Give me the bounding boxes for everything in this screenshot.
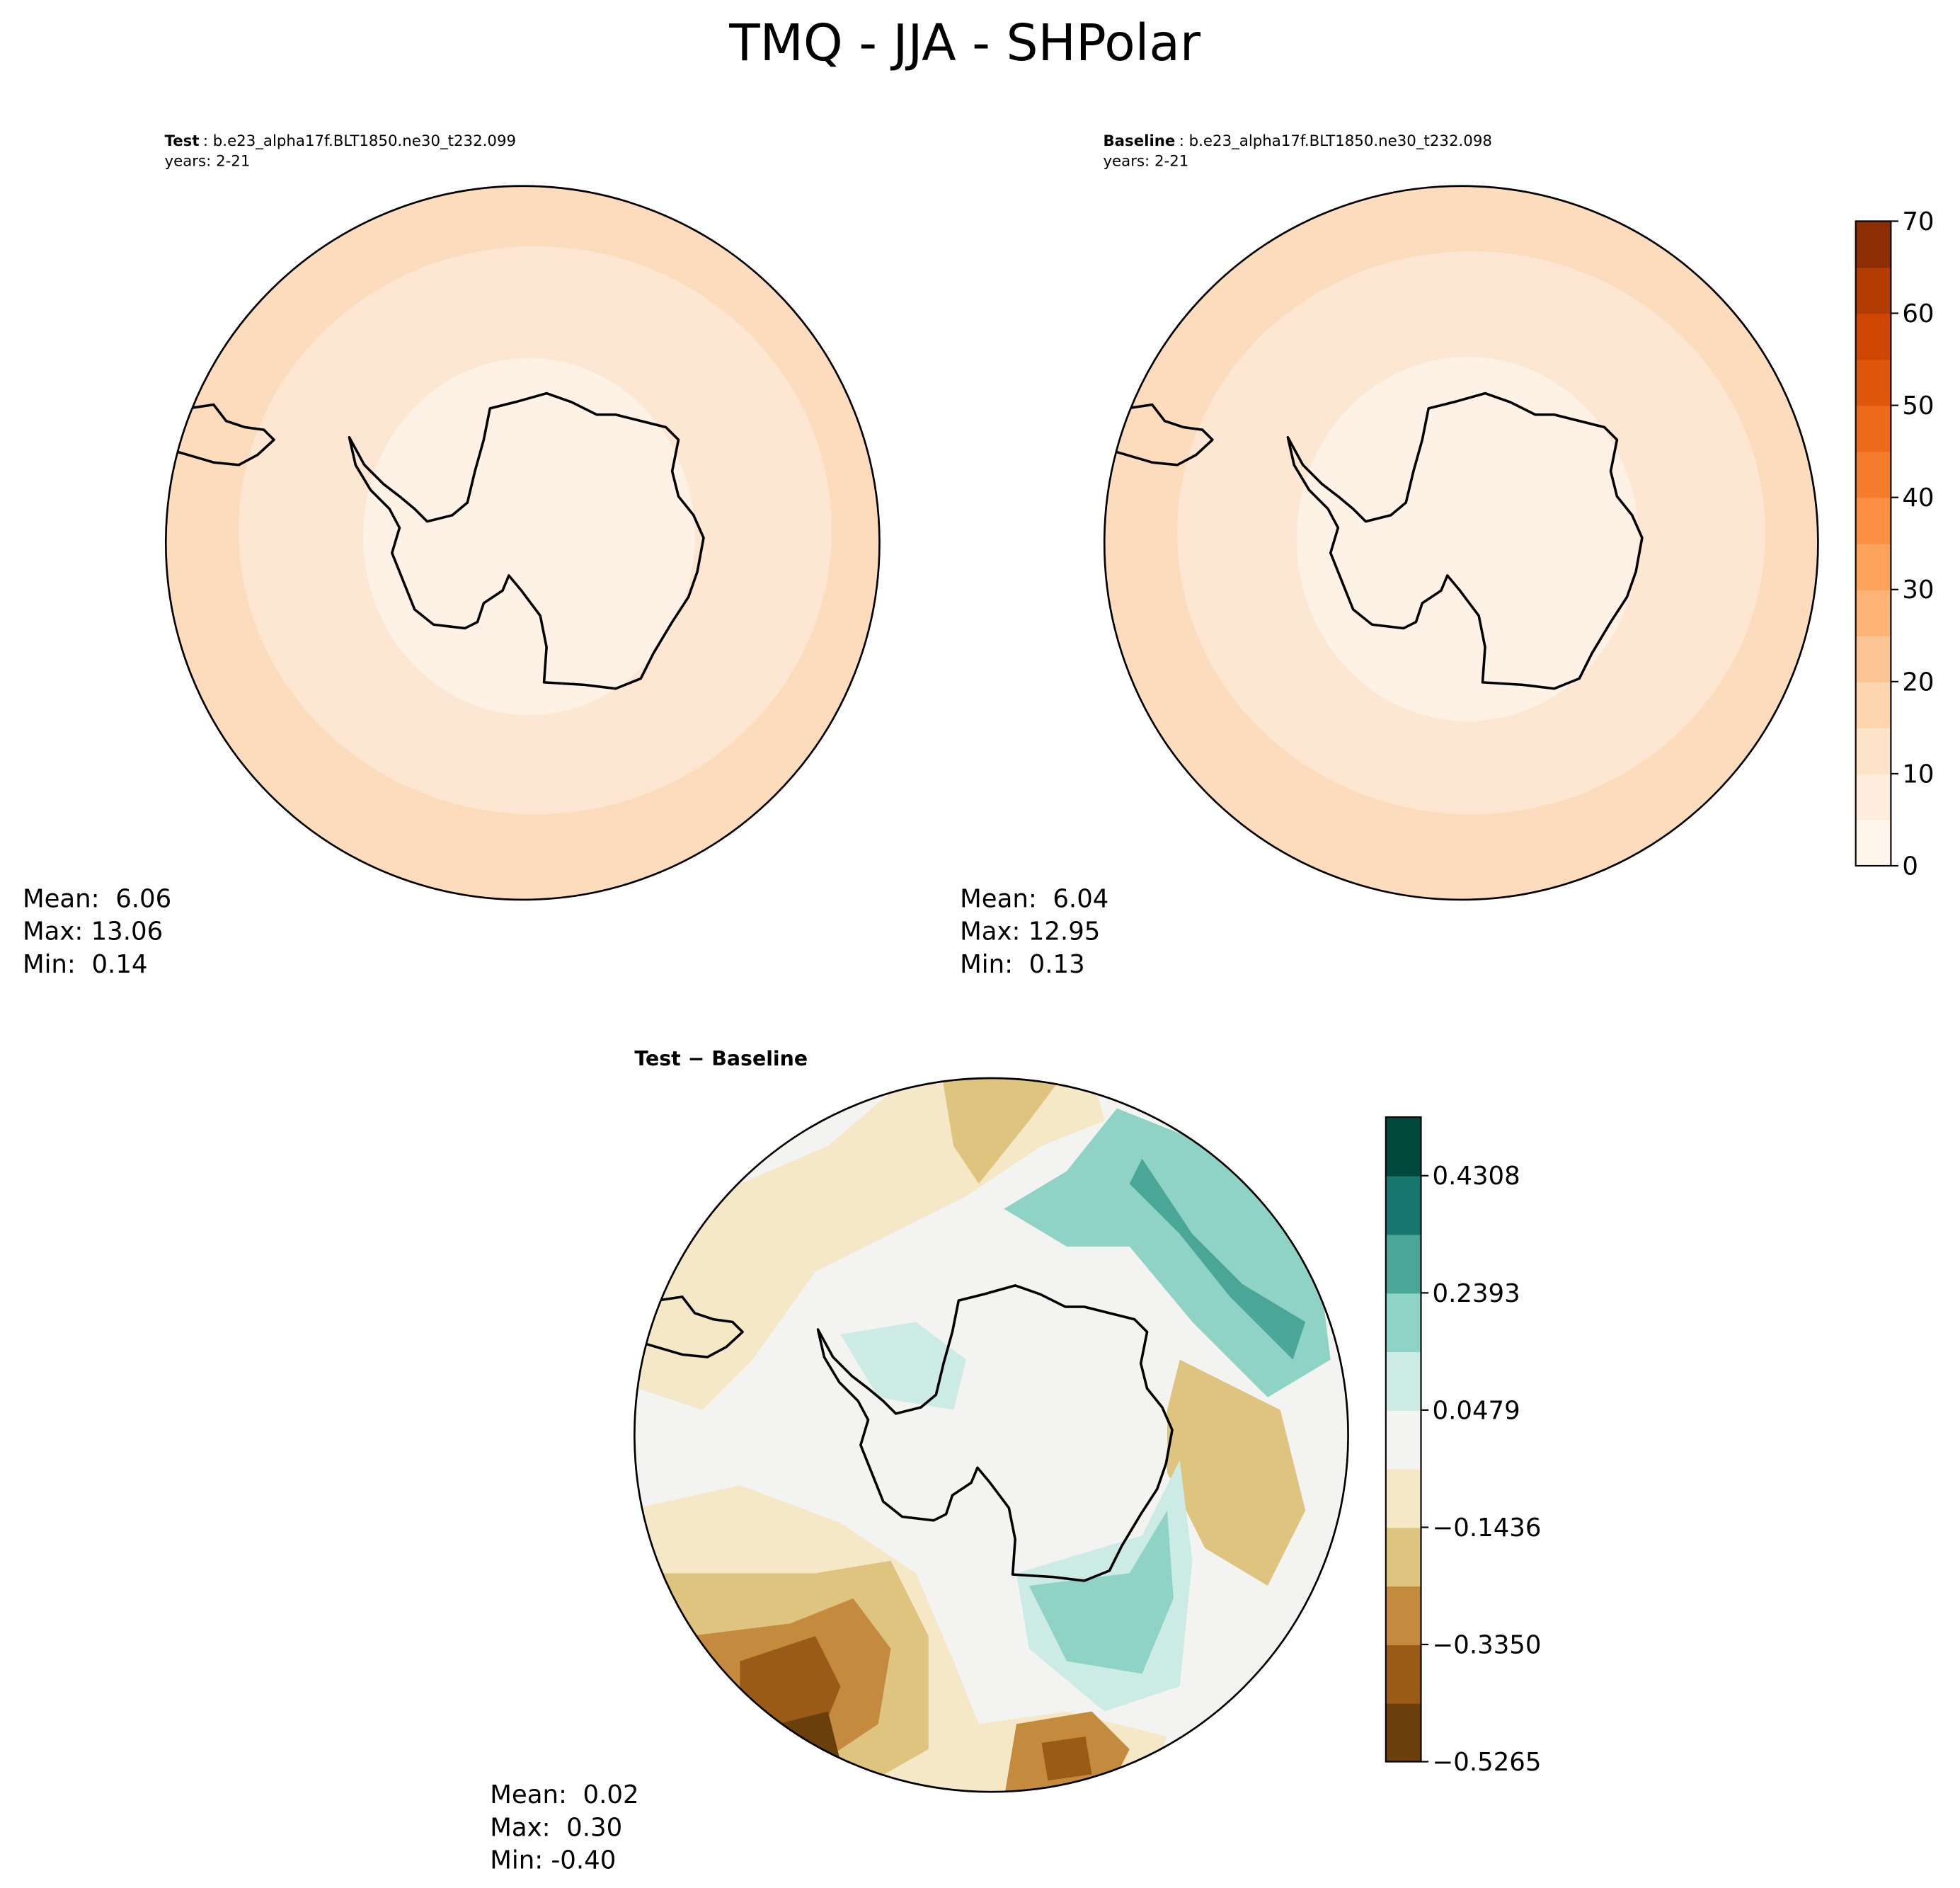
colorbar-tick-label: 60 <box>1902 299 1934 328</box>
colorbar-band <box>1385 1234 1421 1294</box>
contour-fill <box>1028 1510 1174 1674</box>
colorbar-band <box>1385 1175 1421 1235</box>
colorbar-band <box>1855 221 1891 268</box>
map-boundary <box>1103 185 1819 901</box>
colorbar-tick-label: 20 <box>1902 668 1934 697</box>
colorbar-band <box>1855 727 1891 774</box>
colorbar-band <box>1855 543 1891 590</box>
colorbar-band <box>1855 773 1891 820</box>
panel-title: Test: b.e23_alpha17f.BLT1850.ne30_t232.0… <box>165 132 517 150</box>
colorbar-tick-label: 0.0479 <box>1433 1396 1520 1425</box>
map-panel <box>164 185 881 901</box>
contour-fill <box>1041 1737 1092 1781</box>
colorbar-tick-label: 10 <box>1902 760 1934 789</box>
stat: Max: 0.30 <box>490 1813 622 1842</box>
case-name: : b.e23_alpha17f.BLT1850.ne30_t232.099 <box>203 132 516 150</box>
colorbar-band <box>1855 267 1891 314</box>
contour-fill <box>362 357 695 716</box>
case-label: Test <box>165 132 200 150</box>
colorbar-band <box>1385 1527 1421 1587</box>
colorbar-band <box>1385 1117 1421 1177</box>
colorbar-tick-label: 70 <box>1902 207 1934 236</box>
stat: Mean: 6.04 <box>960 885 1108 914</box>
stat: Min: 0.14 <box>23 950 148 979</box>
colorbar-band <box>1855 589 1891 636</box>
panel-subtitle: years: 2-21 <box>1103 152 1188 170</box>
colorbar-band <box>1855 681 1891 728</box>
map-panel <box>634 1077 1349 1793</box>
colorbar-band <box>1385 1293 1421 1353</box>
contour-fill <box>1129 1158 1306 1360</box>
case-name: : b.e23_alpha17f.BLT1850.ne30_t232.098 <box>1179 132 1492 150</box>
colorbar-band <box>1385 1351 1421 1411</box>
colorbar-frame <box>1385 1116 1422 1763</box>
map-panel <box>1103 185 1819 901</box>
colorbar-band <box>1855 405 1891 452</box>
colorbar-band <box>1855 497 1891 544</box>
colorbar-tick-label: −0.5265 <box>1433 1748 1542 1777</box>
colorbar-frame <box>1855 220 1892 867</box>
colorbar-tick-label: 0.2393 <box>1433 1279 1520 1308</box>
colorbar-band <box>1855 313 1891 360</box>
map-boundary <box>634 1077 1349 1793</box>
colorbar-band <box>1385 1586 1421 1645</box>
stat: Min: 0.13 <box>960 950 1085 979</box>
case-label: Baseline <box>1103 132 1175 150</box>
contour-fill <box>840 1322 966 1410</box>
contour-fill <box>1296 357 1639 721</box>
colorbar-tick-label: 0.4308 <box>1433 1162 1520 1191</box>
colorbar-tick-label: −0.1436 <box>1433 1514 1542 1543</box>
colorbar-band <box>1385 1468 1421 1528</box>
stat: Max: 12.95 <box>960 917 1100 946</box>
colorbar-band <box>1855 451 1891 498</box>
colorbar-band <box>1855 635 1891 682</box>
colorbar-band <box>1385 1703 1421 1763</box>
panel-subtitle: years: 2-21 <box>165 152 251 170</box>
figure-title: TMQ - JJA - SHPolar <box>728 13 1201 72</box>
panel-title: Baseline: b.e23_alpha17f.BLT1850.ne30_t2… <box>1103 132 1491 150</box>
panel-title: Test − Baseline <box>634 1047 808 1070</box>
colorbar-tick-label: 0 <box>1902 852 1918 881</box>
colorbar-tick-label: 40 <box>1902 484 1934 513</box>
colorbar-tick-label: 50 <box>1902 391 1934 420</box>
stat: Mean: 0.02 <box>490 1780 638 1809</box>
stat: Mean: 6.06 <box>23 885 171 914</box>
map-boundary <box>164 185 881 901</box>
colorbar-band <box>1385 1409 1421 1470</box>
colorbar-band <box>1855 359 1891 406</box>
contour-fill <box>1167 1359 1306 1586</box>
colorbar-band <box>1385 1644 1421 1704</box>
colorbar-tick-label: 30 <box>1902 576 1934 605</box>
colorbar-tick-label: −0.3350 <box>1433 1630 1542 1659</box>
stat: Min: -0.40 <box>490 1846 616 1875</box>
stat: Max: 13.06 <box>23 917 163 946</box>
colorbar-band <box>1855 819 1891 866</box>
contour-fill <box>941 1077 1067 1184</box>
